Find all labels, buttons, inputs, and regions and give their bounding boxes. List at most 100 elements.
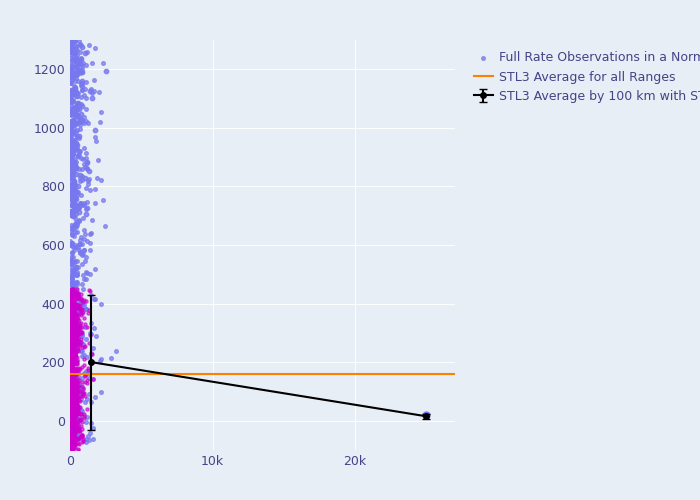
Point: [73, 404, 84, 411]
Point: [68, 358, 79, 366]
Point: [64, 290, 76, 298]
Point: [67, 353, 78, 361]
Full Rate Observations in a Normal Point: [75, 48, 86, 56]
Point: [73, 99, 84, 107]
Point: [67, 387, 78, 395]
Point: [73, 393, 84, 401]
Point: [68, 378, 79, 386]
Point: [66, 352, 78, 360]
Point: [66, 410, 77, 418]
Full Rate Observations in a Normal Point: [71, 228, 83, 236]
Full Rate Observations in a Normal Point: [71, 308, 83, 316]
Point: [66, 348, 78, 356]
Point: [67, 342, 78, 349]
Point: [78, 390, 89, 398]
Full Rate Observations in a Normal Point: [77, 250, 88, 258]
Point: [64, 348, 76, 356]
Point: [69, 310, 80, 318]
Point: [65, 348, 76, 356]
Full Rate Observations in a Normal Point: [76, 78, 87, 86]
Full Rate Observations in a Normal Point: [72, 328, 83, 336]
Point: [71, 386, 82, 394]
Point: [70, 382, 81, 390]
Full Rate Observations in a Normal Point: [83, 119, 94, 127]
Point: [68, 394, 79, 402]
Point: [74, 408, 85, 416]
Point: [69, 311, 80, 319]
Point: [66, 441, 78, 449]
Full Rate Observations in a Normal Point: [68, 126, 79, 134]
Full Rate Observations in a Normal Point: [74, 203, 85, 211]
Full Rate Observations in a Normal Point: [80, 367, 92, 375]
Point: [66, 403, 78, 411]
Full Rate Observations in a Normal Point: [69, 372, 80, 380]
Point: [68, 396, 79, 404]
Point: [67, 390, 78, 398]
Full Rate Observations in a Normal Point: [71, 378, 83, 386]
Point: [66, 384, 78, 392]
Full Rate Observations in a Normal Point: [72, 372, 83, 380]
Full Rate Observations in a Normal Point: [70, 102, 81, 110]
Point: [66, 418, 78, 426]
Point: [65, 352, 76, 360]
Point: [69, 311, 80, 319]
Point: [68, 116, 79, 124]
Full Rate Observations in a Normal Point: [65, 351, 76, 359]
Point: [66, 415, 77, 423]
Point: [71, 320, 82, 328]
Point: [65, 345, 76, 353]
Full Rate Observations in a Normal Point: [66, 256, 77, 264]
Point: [78, 296, 90, 304]
Point: [64, 396, 76, 404]
Full Rate Observations in a Normal Point: [85, 238, 96, 246]
Point: [66, 368, 77, 376]
Full Rate Observations in a Normal Point: [69, 258, 80, 266]
Full Rate Observations in a Normal Point: [72, 188, 83, 196]
Point: [71, 338, 83, 346]
Full Rate Observations in a Normal Point: [67, 110, 78, 118]
Point: [66, 337, 78, 345]
Point: [421, 411, 432, 419]
Point: [71, 314, 83, 322]
Point: [65, 376, 76, 384]
Point: [68, 404, 79, 411]
Point: [66, 440, 77, 448]
Point: [66, 413, 78, 421]
Point: [66, 314, 78, 322]
Full Rate Observations in a Normal Point: [69, 214, 80, 222]
Full Rate Observations in a Normal Point: [65, 41, 76, 49]
Point: [71, 92, 83, 100]
Point: [65, 372, 76, 380]
Full Rate Observations in a Normal Point: [80, 335, 92, 343]
Full Rate Observations in a Normal Point: [74, 304, 85, 312]
Point: [66, 389, 77, 397]
Point: [71, 371, 82, 379]
Full Rate Observations in a Normal Point: [67, 140, 78, 147]
Point: [64, 430, 76, 438]
Point: [66, 438, 77, 446]
Point: [65, 332, 76, 340]
Point: [66, 346, 78, 354]
Point: [66, 403, 78, 411]
Point: [66, 344, 77, 351]
Point: [64, 361, 76, 369]
Point: [65, 299, 76, 307]
Full Rate Observations in a Normal Point: [66, 48, 77, 56]
Point: [64, 324, 76, 332]
Full Rate Observations in a Normal Point: [73, 242, 84, 250]
Point: [74, 427, 85, 435]
Full Rate Observations in a Normal Point: [71, 188, 82, 196]
Full Rate Observations in a Normal Point: [68, 125, 79, 133]
Full Rate Observations in a Normal Point: [65, 144, 76, 152]
Full Rate Observations in a Normal Point: [78, 274, 90, 282]
Point: [68, 364, 79, 372]
Point: [66, 354, 78, 362]
Point: [73, 132, 84, 140]
Full Rate Observations in a Normal Point: [69, 414, 80, 422]
Full Rate Observations in a Normal Point: [68, 174, 79, 182]
Point: [65, 378, 76, 386]
Point: [69, 340, 80, 348]
Point: [64, 346, 76, 354]
Point: [66, 408, 77, 416]
Point: [64, 300, 76, 308]
